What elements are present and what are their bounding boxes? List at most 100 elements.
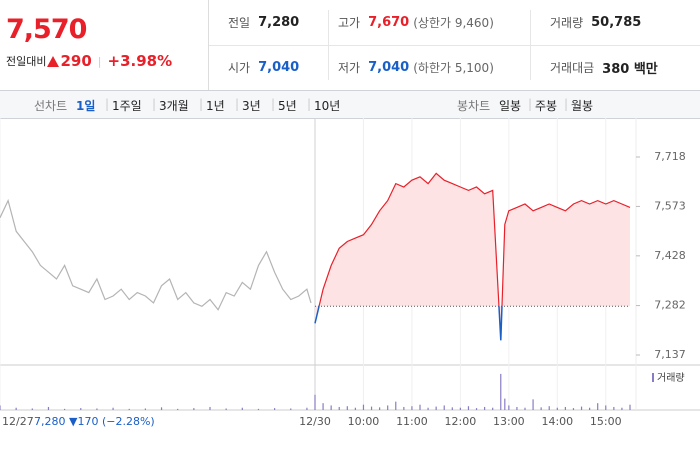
area bbox=[315, 173, 630, 341]
y-tick-label: 7,282 bbox=[654, 299, 686, 312]
stat: 거래대금 380 백만 bbox=[550, 45, 662, 90]
volume-bar bbox=[0, 405, 1, 410]
tab[interactable]: 월봉 bbox=[571, 99, 594, 113]
volume-bar bbox=[427, 407, 429, 410]
x-tick-label: 11:00 bbox=[396, 415, 428, 428]
divider: | bbox=[97, 54, 102, 68]
x-tick-label: 12/27 bbox=[2, 415, 34, 428]
volume-bar bbox=[80, 408, 82, 410]
change-row: 전일대비 290 | +3.98% bbox=[6, 52, 172, 70]
stat-label: 시가 bbox=[228, 61, 251, 75]
volume-bar bbox=[475, 408, 478, 410]
divider: | bbox=[307, 97, 312, 111]
volume-bar bbox=[160, 407, 163, 410]
volume-bar bbox=[346, 406, 348, 410]
tab[interactable]: 10년 bbox=[314, 99, 341, 113]
period-tabs: 선차트 1일 | 1주일 | 3개월 | 1년 | 3년 | 5년 | 10년 봉차트 일봉 | 주봉 | 월봉 bbox=[0, 90, 700, 119]
stat: 고가 7,670 (상한가 9,460) bbox=[338, 0, 494, 45]
price: 7,570 bbox=[6, 14, 87, 45]
x-tick-label: 14:00 bbox=[541, 415, 573, 428]
quote-header: 7,570 전일대비 290 | +3.98% 전일 7,280 고가 7,670 (상… bbox=[0, 0, 700, 90]
volume-bar bbox=[548, 406, 550, 410]
tab[interactable]: 1년 bbox=[206, 99, 225, 113]
x-tick-label: 12:00 bbox=[445, 415, 477, 428]
volume-bar bbox=[290, 408, 292, 410]
volume-bar bbox=[241, 407, 243, 410]
volume-bar bbox=[451, 407, 453, 410]
stat-label: 거래량 bbox=[550, 16, 584, 30]
col-divider bbox=[530, 10, 531, 80]
volume-bar bbox=[459, 407, 461, 410]
volume-legend-swatch bbox=[652, 373, 654, 382]
stat: 거래량 50,785 bbox=[550, 0, 645, 45]
stat-note: (상한가 9,460) bbox=[413, 16, 494, 30]
volume-bar bbox=[31, 408, 33, 410]
volume-bar bbox=[508, 405, 510, 410]
volume-bar bbox=[500, 373, 502, 410]
stat-label: 고가 bbox=[338, 16, 361, 30]
volume-bar bbox=[96, 408, 98, 410]
volume-bar bbox=[467, 406, 470, 410]
x-tick-label: 12/30 bbox=[299, 415, 331, 428]
tab[interactable]: 3개월 bbox=[159, 99, 189, 113]
stat-note: (하한가 5,100) bbox=[413, 61, 494, 75]
volume-bar bbox=[580, 406, 583, 410]
volume-bar bbox=[47, 406, 50, 410]
y-tick-label: 7,137 bbox=[654, 348, 686, 361]
tab[interactable]: 1주일 bbox=[112, 99, 142, 113]
x-tick-label: 15:00 bbox=[590, 415, 622, 428]
volume-bar bbox=[516, 406, 518, 410]
volume-bar bbox=[403, 406, 405, 410]
tab[interactable]: 주봉 bbox=[535, 99, 558, 113]
col-divider bbox=[328, 10, 329, 80]
volume-bar bbox=[443, 405, 445, 410]
stat-label: 저가 bbox=[338, 61, 361, 75]
volume-bar bbox=[362, 404, 365, 410]
volume-bar bbox=[492, 407, 494, 410]
volume-bar bbox=[540, 407, 542, 410]
tab[interactable]: 3년 bbox=[242, 99, 261, 113]
volume-bar bbox=[193, 408, 195, 410]
divider: | bbox=[105, 97, 110, 111]
volume-bar bbox=[419, 404, 421, 410]
volume-bar bbox=[387, 405, 389, 410]
volume-bar bbox=[564, 406, 566, 410]
volume-legend: 거래량 bbox=[657, 372, 685, 384]
tab-group-label: 봉차트 bbox=[457, 99, 491, 113]
volume-bar bbox=[613, 406, 615, 410]
volume-bar bbox=[274, 408, 276, 410]
volume-bar bbox=[629, 404, 631, 410]
tab[interactable]: 1일 bbox=[76, 99, 96, 113]
stat-value: 380 백만 bbox=[602, 62, 658, 77]
volume-bar bbox=[556, 407, 558, 410]
stat-value: 7,040 bbox=[258, 60, 300, 75]
volume-bar bbox=[621, 407, 623, 410]
volume-bar bbox=[257, 408, 260, 410]
divider: | bbox=[528, 97, 533, 111]
volume-bar bbox=[370, 406, 373, 410]
volume-bar bbox=[177, 408, 179, 410]
divider: | bbox=[152, 97, 157, 111]
change-pct: +3.98% bbox=[107, 52, 173, 70]
volume-bar bbox=[354, 407, 356, 410]
tab[interactable]: 5년 bbox=[278, 99, 297, 113]
volume-bar bbox=[379, 407, 381, 410]
volume-bar bbox=[338, 406, 340, 410]
volume-bar bbox=[524, 407, 526, 410]
change-label: 전일대비 bbox=[6, 55, 47, 68]
volume-bar bbox=[330, 405, 332, 410]
volume-bar bbox=[314, 394, 316, 410]
volume-bar bbox=[605, 405, 607, 410]
volume-bar bbox=[322, 403, 324, 410]
stat: 저가 7,040 (하한가 5,100) bbox=[338, 45, 494, 90]
volume-bar bbox=[504, 398, 506, 410]
stat-value: 7,040 bbox=[368, 60, 410, 75]
stat-value: 50,785 bbox=[591, 15, 642, 30]
volume-bar bbox=[572, 408, 575, 410]
tab[interactable]: 일봉 bbox=[499, 99, 522, 113]
volume-bar bbox=[144, 408, 146, 410]
stat-label: 거래대금 bbox=[550, 61, 595, 75]
volume-bar bbox=[112, 407, 114, 410]
divider: | bbox=[235, 97, 240, 111]
